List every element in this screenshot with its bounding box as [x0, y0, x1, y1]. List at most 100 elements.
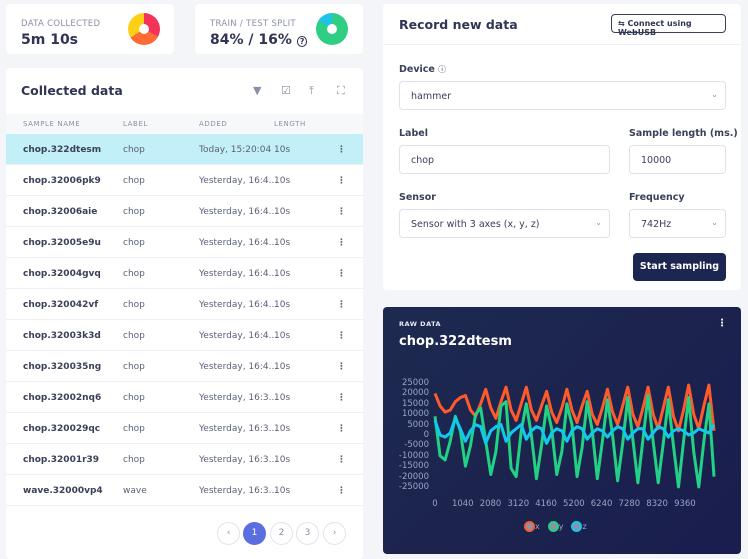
page-3-button[interactable]: 3	[296, 522, 319, 545]
split-value: 84% / 16%	[210, 32, 292, 48]
data-pie-icon	[128, 13, 160, 45]
y-tick-label: -15000	[398, 461, 429, 472]
page-2-button[interactable]: 2	[270, 522, 293, 545]
label-input[interactable]: chop	[399, 145, 610, 174]
sample-name: chop.32005e9u	[23, 238, 101, 248]
split-pie-icon	[316, 13, 348, 45]
filter-icon[interactable]: ▼	[253, 84, 262, 97]
x-tick-label: 3120	[507, 499, 530, 509]
row-menu-icon[interactable]: ⋮	[337, 331, 346, 341]
checkbox-icon[interactable]: ☑	[281, 84, 291, 97]
col-sample-name[interactable]: SAMPLE NAME	[23, 120, 81, 128]
table-row[interactable]: wave.32000vp4 wave Yesterday, 16:3... 10s ⋮	[6, 475, 363, 506]
next-page-button[interactable]: ›	[323, 522, 346, 545]
sample-length-input[interactable]: 10000	[629, 145, 726, 174]
x-tick-label: 0	[432, 499, 438, 509]
table-row[interactable]: chop.32002nq6 chop Yesterday, 16:3... 10s ⋮	[6, 382, 363, 413]
more-options-icon[interactable]: ⋮	[717, 318, 727, 329]
device-value: hammer	[411, 91, 452, 102]
row-menu-icon[interactable]: ⋮	[337, 145, 346, 155]
sample-name: wave.32000vp4	[23, 486, 103, 496]
prev-page-button[interactable]: ‹	[217, 522, 240, 545]
sample-label: chop	[123, 207, 145, 217]
sample-name: chop.322dtesm	[23, 145, 102, 155]
legend-label: z	[582, 522, 587, 531]
legend-item-y[interactable]: y	[547, 521, 563, 532]
table-row[interactable]: chop.32006pk9 chop Yesterday, 16:4... 10s ⋮	[6, 165, 363, 196]
x-tick-label: 7280	[618, 499, 641, 509]
sample-length: 10s	[274, 331, 291, 341]
table-row[interactable]: chop.320029qc chop Yesterday, 16:3... 10s ⋮	[6, 413, 363, 444]
table-row[interactable]: chop.32005e9u chop Yesterday, 16:4... 10s ⋮	[6, 227, 363, 258]
chart-legend: x y z	[524, 521, 587, 532]
frequency-select[interactable]: 742Hz ⌄	[629, 209, 726, 238]
y-tick-label: 5000	[407, 419, 429, 430]
sample-label: chop	[123, 331, 145, 341]
page-1-button[interactable]: 1	[243, 522, 266, 545]
table-row[interactable]: chop.322dtesm chop Today, 15:20:04 10s ⋮	[6, 134, 363, 165]
row-menu-icon[interactable]: ⋮	[337, 207, 346, 217]
sensor-label: Sensor	[399, 192, 436, 203]
connect-webusb-button[interactable]: ⇆ Connect using WebUSB	[611, 14, 726, 37]
sample-label: chop	[123, 238, 145, 248]
col-added[interactable]: ADDED	[199, 120, 228, 128]
row-menu-icon[interactable]: ⋮	[337, 269, 346, 279]
y-tick-label: 0	[423, 430, 429, 440]
sample-length: 10s	[274, 238, 291, 248]
sample-added: Yesterday, 16:4...	[199, 238, 278, 248]
table-row[interactable]: chop.32001r39 chop Yesterday, 16:3... 10s ⋮	[6, 444, 363, 475]
table-row[interactable]: chop.32003k3d chop Yesterday, 16:4... 10s ⋮	[6, 320, 363, 351]
fullscreen-icon[interactable]: ⛶	[337, 84, 345, 97]
row-menu-icon[interactable]: ⋮	[337, 362, 346, 372]
table-row[interactable]: chop.32004gvq chop Yesterday, 16:4... 10s ⋮	[6, 258, 363, 289]
x-tick-label: 4160	[535, 499, 557, 509]
sensor-select[interactable]: Sensor with 3 axes (x, y, z) ⌄	[399, 209, 610, 238]
table-row[interactable]: chop.320035ng chop Yesterday, 16:4... 10s ⋮	[6, 351, 363, 382]
raw-data-label: RAW DATA	[399, 320, 442, 328]
sample-name: chop.32004gvq	[23, 269, 101, 279]
stat-value: 5m 10s	[21, 32, 79, 48]
sample-length: 10s	[274, 362, 291, 372]
question-circle-icon[interactable]: ⓘ	[438, 65, 447, 74]
legend-item-z[interactable]: z	[571, 521, 587, 532]
sample-added: Yesterday, 16:4...	[199, 269, 278, 279]
sample-length: 10s	[274, 424, 291, 434]
legend-item-x[interactable]: x	[524, 521, 540, 532]
row-menu-icon[interactable]: ⋮	[337, 455, 346, 465]
start-sampling-button[interactable]: Start sampling	[633, 253, 726, 281]
sample-label: chop	[123, 269, 145, 279]
split-card: TRAIN / TEST SPLIT 84% / 16% ?	[195, 4, 363, 54]
x-tick-label: 6240	[590, 499, 613, 509]
row-menu-icon[interactable]: ⋮	[337, 393, 346, 403]
row-menu-icon[interactable]: ⋮	[337, 424, 346, 434]
sample-label: chop	[123, 455, 145, 465]
row-menu-icon[interactable]: ⋮	[337, 300, 346, 310]
sample-label: chop	[123, 145, 145, 155]
row-menu-icon[interactable]: ⋮	[337, 238, 346, 248]
row-menu-icon[interactable]: ⋮	[337, 176, 346, 186]
sample-added: Yesterday, 16:4...	[199, 176, 278, 186]
sample-label: chop	[123, 176, 145, 186]
table-row[interactable]: chop.320042vf chop Yesterday, 16:4... 10s ⋮	[6, 289, 363, 320]
sample-name: chop.32003k3d	[23, 331, 101, 341]
frequency-value: 742Hz	[641, 219, 672, 230]
table-row[interactable]: chop.32006aie chop Yesterday, 16:4... 10s ⋮	[6, 196, 363, 227]
row-menu-icon[interactable]: ⋮	[337, 486, 346, 496]
sample-name: chop.32002nq6	[23, 393, 102, 403]
record-title: Record new data	[399, 17, 518, 32]
col-label[interactable]: LABEL	[123, 120, 148, 128]
legend-marker-icon	[547, 521, 559, 532]
sample-length: 10s	[274, 486, 291, 496]
device-select[interactable]: hammer ⌄	[399, 81, 726, 110]
sample-label: chop	[123, 362, 145, 372]
y-tick-label: 15000	[401, 398, 429, 409]
question-circle-icon[interactable]: ?	[296, 36, 308, 47]
x-tick-label: 1040	[451, 499, 474, 509]
upload-icon[interactable]: ⤒	[309, 84, 314, 97]
col-length[interactable]: LENGTH	[274, 120, 306, 128]
legend-marker-icon	[524, 521, 535, 532]
sample-added: Yesterday, 16:4...	[199, 207, 278, 217]
device-label: Device ⓘ	[399, 64, 446, 75]
sample-added: Yesterday, 16:3...	[199, 455, 278, 465]
y-tick-label: 25000	[401, 378, 429, 388]
